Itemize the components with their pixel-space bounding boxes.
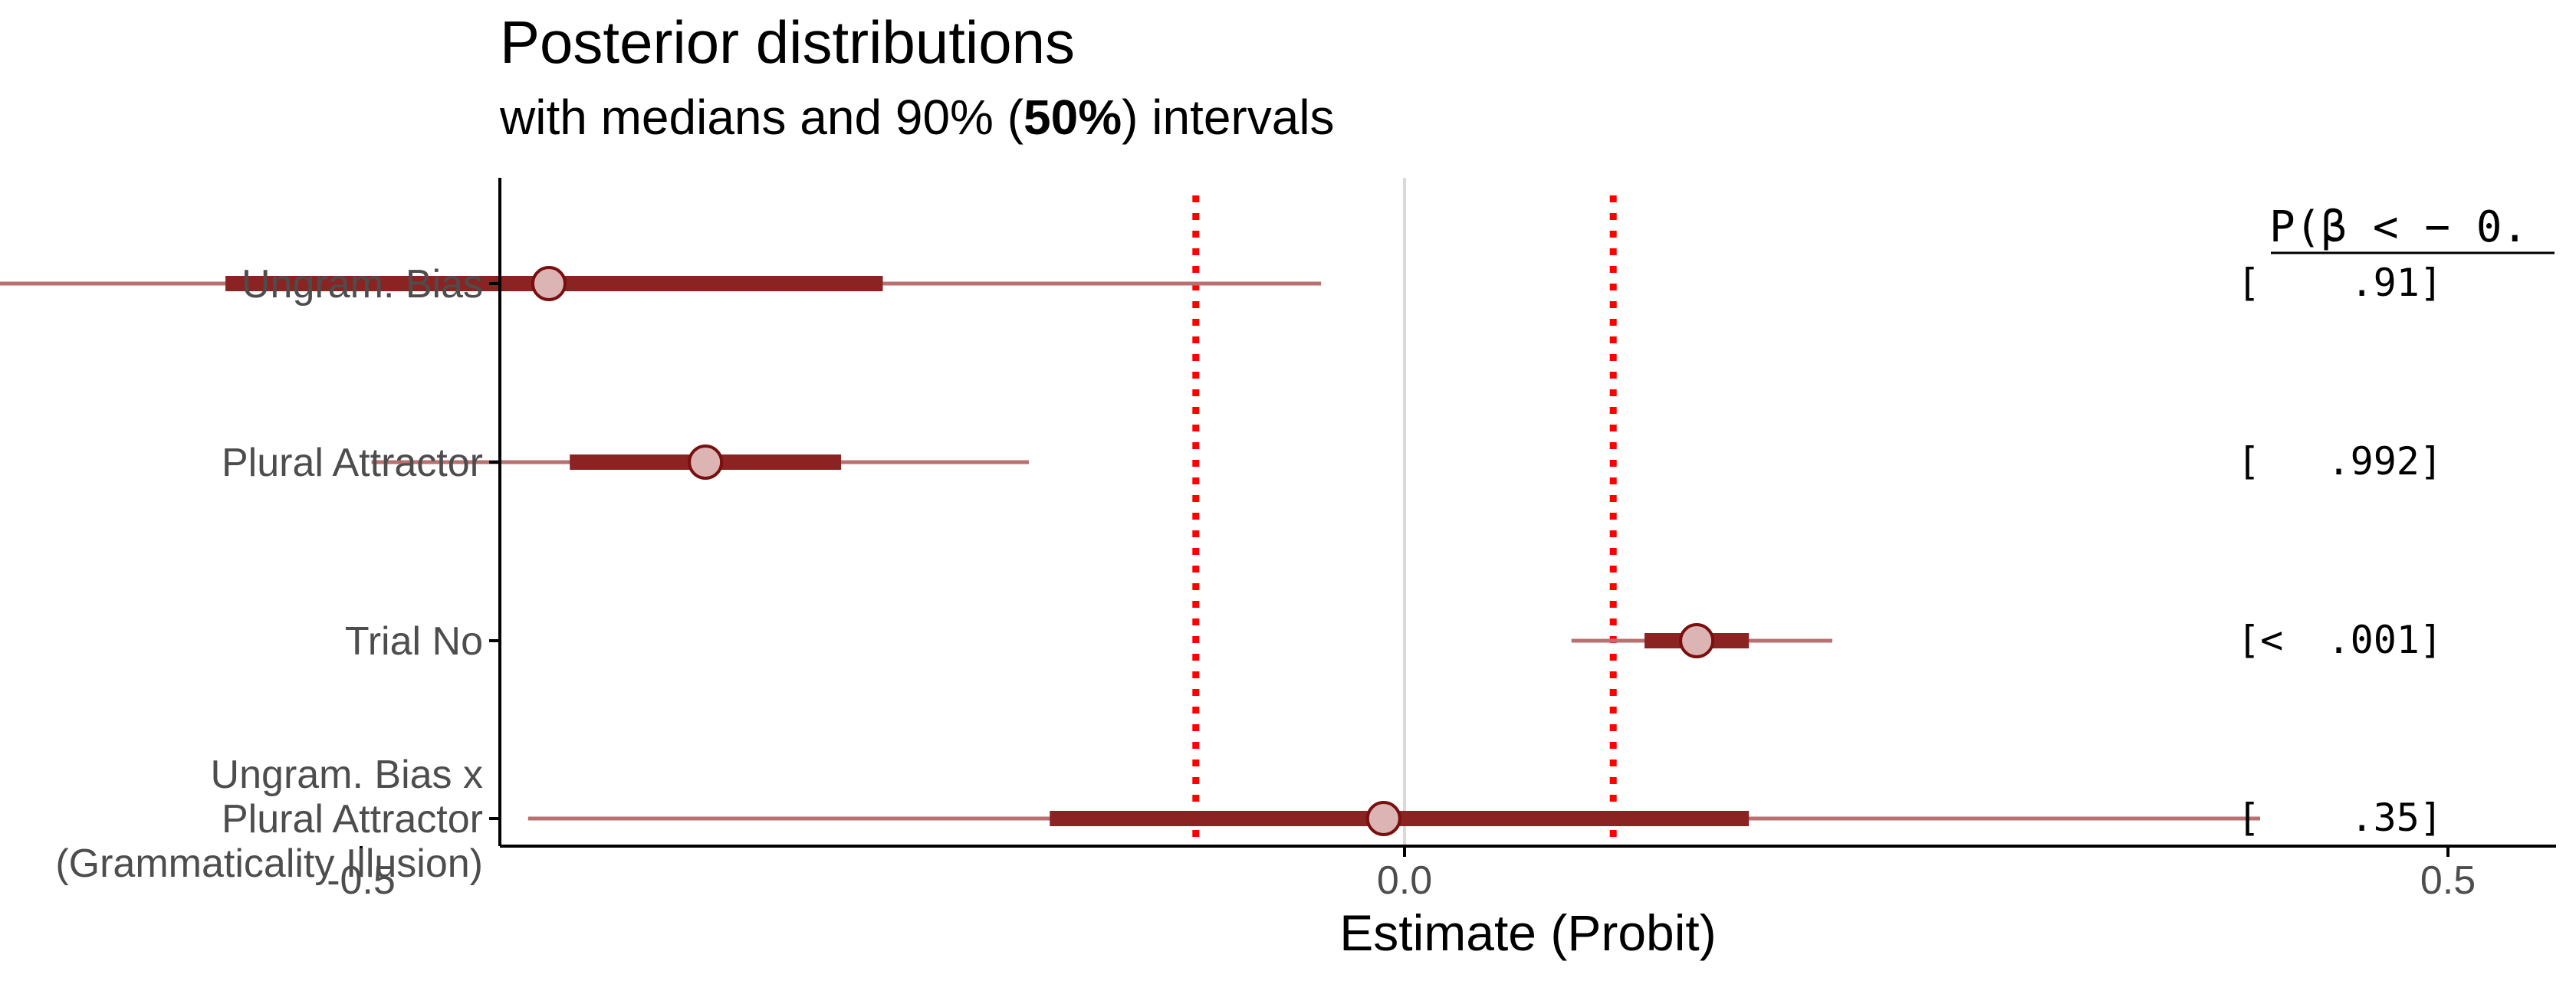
intervals-layer bbox=[0, 266, 2261, 836]
chart-subtitle: with medians and 90% (50%) intervals bbox=[499, 90, 1335, 145]
probability-value-1: .992] bbox=[2327, 439, 2443, 484]
probability-value-2: .001] bbox=[2327, 618, 2443, 662]
y-tick-label-1-0: Plural Attractor bbox=[222, 441, 483, 485]
probability-value-3: .35] bbox=[2351, 796, 2443, 840]
y-tick-label-3-2: (Grammaticality Illusion) bbox=[55, 842, 483, 886]
y-tick-label-3-0: Ungram. Bias x bbox=[211, 753, 483, 797]
probability-bracket-3: [ bbox=[2237, 796, 2260, 840]
probability-header: P(β < − 0. bbox=[2269, 202, 2528, 252]
axes-layer: -0.50.00.51.0 bbox=[327, 178, 2556, 903]
probability-bracket-1: [ bbox=[2237, 439, 2260, 484]
probability-bracket-0: [ bbox=[2237, 261, 2260, 305]
y-tick-label-2-0: Trial No bbox=[345, 619, 483, 664]
median-point-0 bbox=[531, 266, 567, 301]
median-point-3 bbox=[1365, 801, 1401, 836]
subtitle-bold: 50% bbox=[1024, 90, 1122, 145]
probability-bracket-2: [< bbox=[2237, 618, 2283, 662]
subtitle-prefix: with medians and 90% ( bbox=[499, 90, 1024, 145]
subtitle-suffix: ) intervals bbox=[1122, 90, 1334, 145]
x-axis-label: Estimate (Probit) bbox=[1339, 904, 1716, 961]
labels-layer: Ungram. Bias Plural Attractor Trial No Ungr… bbox=[55, 262, 483, 886]
x-tick-label-2: 0.5 bbox=[2420, 858, 2476, 903]
probability-value-0: .91] bbox=[2351, 261, 2443, 305]
x-tick-label-1: 0.0 bbox=[1377, 858, 1432, 903]
grid-layer bbox=[1192, 178, 1617, 846]
y-tick-label-3-1: Plural Attractor bbox=[222, 797, 483, 842]
median-point-1 bbox=[688, 445, 724, 480]
x-tick-label-0: -0.5 bbox=[327, 858, 396, 903]
median-point-2 bbox=[1679, 623, 1715, 658]
y-tick-label-0-0: Ungram. Bias bbox=[242, 262, 483, 307]
probability-column: P(β < − 0. [ .91] [ .992] [< .001] [ .35] bbox=[2237, 202, 2555, 840]
chart-title: Posterior distributions bbox=[500, 8, 1075, 76]
